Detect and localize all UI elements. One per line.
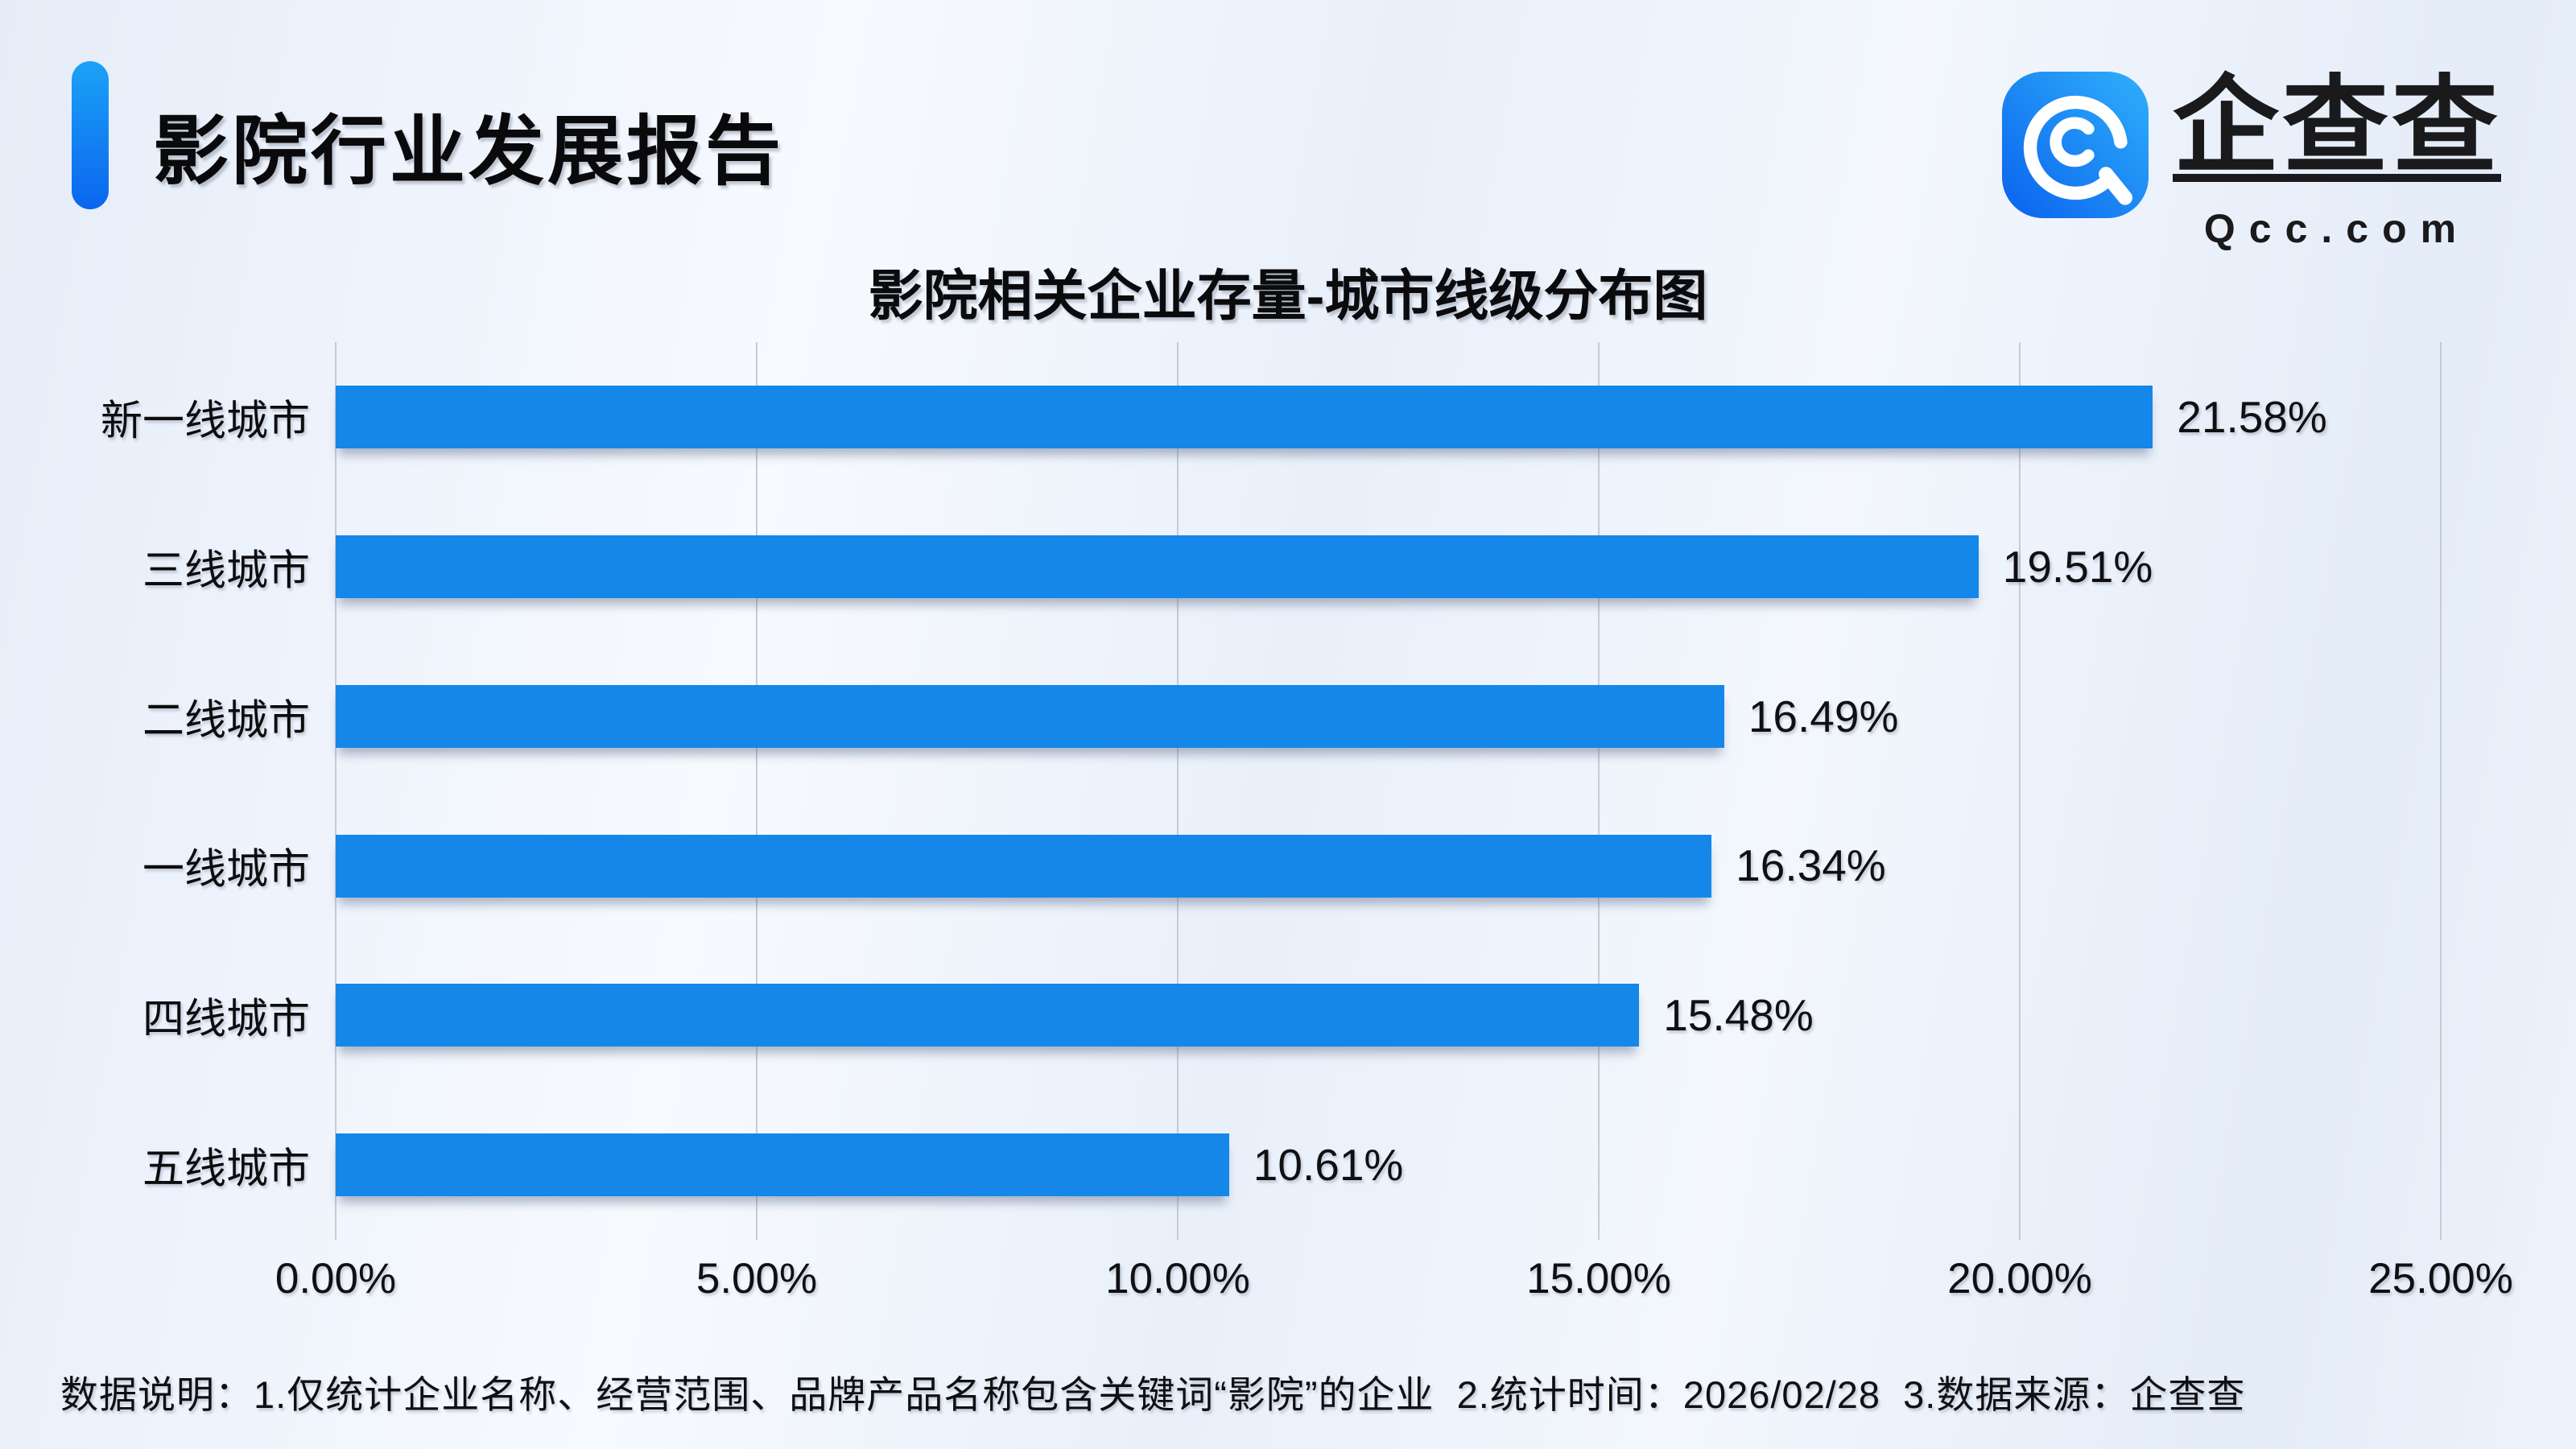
gridline	[335, 342, 336, 1240]
value-label: 16.34%	[1736, 840, 1886, 891]
qcc-logo: 企查查 Qcc.com	[2002, 67, 2501, 252]
category-label: 五线城市	[142, 1146, 310, 1193]
bar-row: 四线城市 15.48%	[142, 940, 2441, 1090]
value-label: 19.51%	[2002, 541, 2153, 592]
footer-note: 数据说明：1.仅统计企业名称、经营范围、品牌产品名称包含关键词“影院”的企业 2…	[60, 1373, 2246, 1416]
gridline	[2440, 342, 2442, 1240]
chart-title: 影院相关企业存量-城市线级分布图	[868, 266, 1708, 327]
brand-name: 企查查	[2173, 67, 2501, 185]
value-label: 21.58%	[2177, 391, 2327, 442]
value-label: 10.61%	[1253, 1140, 1404, 1191]
category-label: 一线城市	[142, 846, 310, 894]
rows-layer: 新一线城市 21.58% 三线城市 19.51% 二线城市 16.49% 一线城市 16.34…	[101, 342, 2441, 1240]
gridline	[756, 342, 758, 1240]
x-tick-label: 25.00%	[2368, 1255, 2513, 1302]
bar-row: 五线城市 10.61%	[142, 1090, 2441, 1240]
bar	[336, 535, 1979, 598]
bar	[336, 386, 2153, 448]
gridline	[1598, 342, 1600, 1240]
title-accent-bar	[72, 61, 109, 209]
bar-row: 一线城市 16.34%	[142, 791, 2441, 941]
bar	[336, 1133, 1229, 1197]
brand-domain: Qcc.com	[2203, 205, 2471, 251]
bar-row: 二线城市 16.49%	[142, 642, 2441, 791]
bar-row: 新一线城市 21.58%	[101, 342, 2441, 492]
bar	[336, 834, 1712, 898]
bar-chart: 新一线城市 21.58% 三线城市 19.51% 二线城市 16.49% 一线城市 16.34…	[101, 342, 2442, 1240]
x-tick-label: 0.00%	[275, 1255, 397, 1302]
category-label: 新一线城市	[100, 398, 310, 445]
category-label: 四线城市	[142, 996, 310, 1043]
x-tick-label: 5.00%	[696, 1255, 818, 1302]
report-title: 影院行业发展报告	[153, 109, 785, 193]
gridline	[1177, 342, 1179, 1240]
bar-row: 三线城市 19.51%	[142, 492, 2441, 642]
category-label: 二线城市	[142, 697, 310, 745]
bar	[336, 684, 1724, 748]
x-tick-label: 15.00%	[1526, 1255, 1671, 1302]
x-tick-label: 20.00%	[1947, 1255, 2092, 1302]
qcc-logo-text: 企查查 Qcc.com	[2173, 67, 2501, 252]
category-label: 三线城市	[142, 547, 310, 595]
gridline	[2019, 342, 2021, 1240]
value-label: 15.48%	[1663, 990, 1814, 1041]
bar	[336, 984, 1640, 1047]
value-label: 16.49%	[1748, 691, 1899, 741]
qcc-logo-icon	[2002, 72, 2149, 218]
x-axis: 0.00% 5.00% 10.00% 15.00% 20.00% 25.00%	[275, 1254, 2513, 1311]
x-tick-label: 10.00%	[1105, 1255, 1250, 1302]
